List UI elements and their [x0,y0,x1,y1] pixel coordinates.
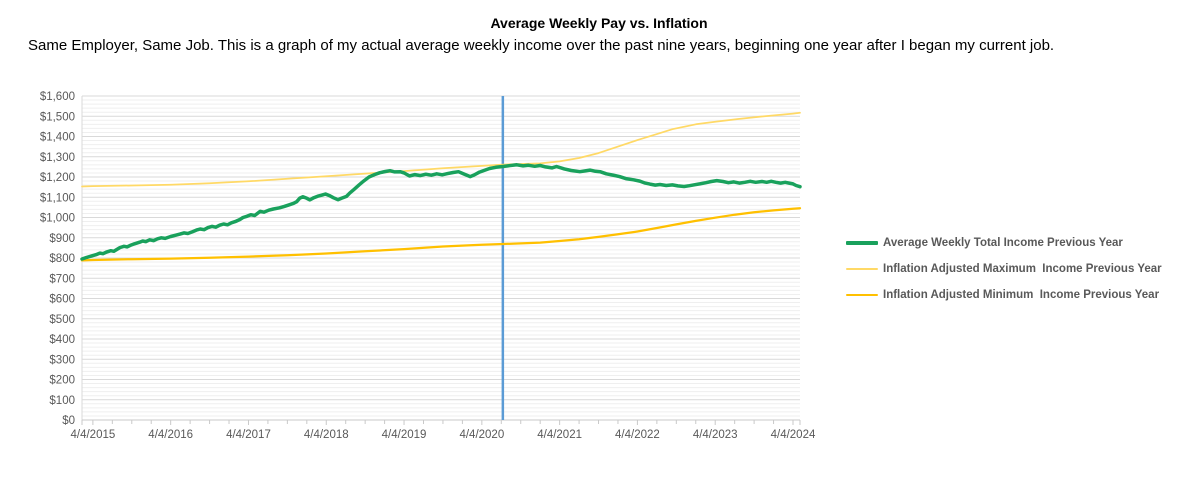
series-line-inflation-min [80,207,802,262]
y-axis-label: $500 [49,314,75,326]
y-axis-label: $600 [49,294,75,306]
y-axis-label: $1,500 [40,111,75,123]
y-axis-label: $1,200 [40,172,75,184]
legend-item-inflation-max: Inflation Adjusted Maximum Income Previo… [846,259,1162,279]
legend-item-inflation-min: Inflation Adjusted Minimum Income Previo… [846,285,1162,305]
x-axis-label: 4/4/2015 [71,429,116,441]
chart-legend: Average Weekly Total Income Previous Yea… [846,233,1162,311]
x-axis-label: 4/4/2016 [148,429,193,441]
x-axis-label: 4/4/2024 [771,429,816,441]
legend-line-green-icon [846,241,878,245]
legend-label-average-income: Average Weekly Total Income Previous Yea… [883,237,1123,249]
x-axis-label: 4/4/2022 [615,429,660,441]
chart-title: Average Weekly Pay vs. Inflation [490,15,708,31]
x-axis-label: 4/4/2019 [382,429,427,441]
y-axis-label: $1,100 [40,192,75,204]
y-axis-label: $900 [49,233,75,245]
x-axis-label: 4/4/2023 [693,429,738,441]
y-axis-label: $300 [49,354,75,366]
x-axis-label: 4/4/2021 [537,429,582,441]
y-axis-label: $1,600 [40,91,75,103]
y-axis-label: $200 [49,375,75,387]
x-axis-label: 4/4/2017 [226,429,271,441]
legend-line-gold-icon [846,294,878,296]
legend-item-average-income: Average Weekly Total Income Previous Yea… [846,233,1162,253]
legend-line-light-gold-icon [846,268,878,270]
y-axis-label: $1,300 [40,152,75,164]
y-axis-label: $400 [49,334,75,346]
legend-label-inflation-min: Inflation Adjusted Minimum Income Previo… [883,289,1160,301]
series-line-average-income [80,163,802,261]
y-axis-label: $1,000 [40,213,75,225]
series-line-inflation-max [81,111,801,188]
y-axis-label: $700 [49,273,75,285]
y-axis-label: $100 [49,395,75,407]
legend-label-inflation-max: Inflation Adjusted Maximum Income Previo… [883,263,1162,275]
chart-subtitle: Same Employer, Same Job. This is a graph… [28,37,1055,54]
x-axis-label: 4/4/2020 [459,429,504,441]
x-axis-label: 4/4/2018 [304,429,349,441]
y-axis-label: $0 [62,415,75,427]
y-axis-label: $1,400 [40,132,75,144]
y-axis-label: $800 [49,253,75,265]
